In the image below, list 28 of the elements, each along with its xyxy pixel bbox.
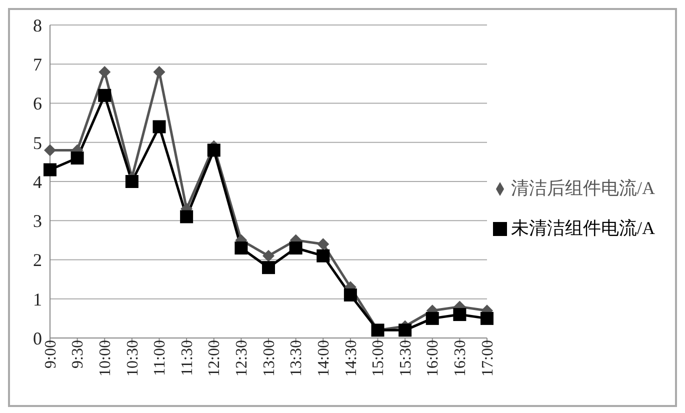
x-tick-label: 12:00 [206,340,224,376]
x-tick-label: 15:00 [370,340,388,376]
x-tick-label: 9:00 [42,340,60,368]
y-tick-label: 2 [33,250,42,270]
y-tick-label: 8 [33,15,42,36]
x-tick-label: 9:30 [70,340,87,368]
x-tick-label: 12:30 [234,340,251,376]
y-tick-label: 1 [33,289,42,310]
x-tick-label: 16:00 [424,340,442,376]
x-tick-label: 15:30 [397,340,414,376]
x-tick-label: 11:00 [152,340,169,376]
x-tick-label: 10:00 [96,340,114,376]
y-tick-label: 7 [33,54,42,75]
y-tick-label: 4 [33,172,42,192]
x-tick-label: 16:30 [452,340,470,376]
legend-label: 未清洁组件电流/A [511,218,655,238]
x-tick-label: 10:30 [124,340,142,376]
y-tick-label: 5 [33,132,42,153]
x-tick-label: 17:00 [479,340,496,376]
legend-label: 清洁后组件电流/A [511,178,655,198]
x-tick-label: 13:00 [260,340,278,376]
y-tick-label: 3 [33,211,42,232]
x-tick-label: 14:00 [315,340,332,376]
y-tick-label: 6 [33,94,42,114]
y-tick-label: 0 [33,328,42,348]
x-tick-label: 14:30 [342,340,360,376]
x-tick-label: 11:30 [178,340,196,376]
x-tick-label: 13:30 [288,340,306,376]
